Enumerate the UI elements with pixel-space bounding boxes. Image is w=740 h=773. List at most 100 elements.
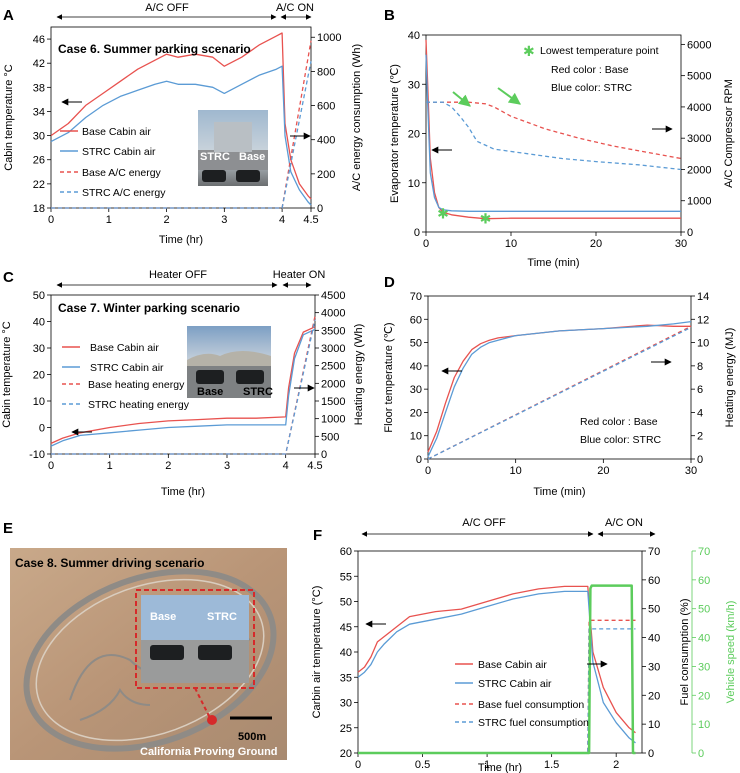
scale-bar-label: 500m	[238, 731, 266, 743]
series-line-strc-cabin-air	[357, 590, 636, 744]
y-tick-label: 22	[33, 179, 45, 191]
x-tick-label: 0	[355, 759, 361, 771]
y-tick-label: 40	[408, 30, 420, 42]
y2-tick-label: 0	[687, 227, 693, 239]
case-title-a: Case 6. Summer parking scenario	[58, 42, 251, 56]
y2-tick-label: 2	[697, 431, 703, 443]
legend-a: Base Cabin air STRC Cabin air Base A/C e…	[60, 126, 166, 199]
y2-tick-label: 1500	[321, 396, 345, 408]
panel-label-b: B	[384, 7, 395, 24]
y2-tick-label: 3500	[321, 325, 345, 337]
y-tick-label: 20	[408, 129, 420, 141]
series-line-strc-a-c-energy	[51, 61, 312, 209]
legend-strc-heating-energy: STRC heating energy	[88, 399, 190, 411]
y-tick-label: 50	[33, 290, 45, 302]
series-line-vehicle-speed	[358, 584, 636, 755]
y-tick-label: 70	[410, 291, 422, 303]
y2-tick-label: 70	[648, 546, 660, 558]
y2-tick-label: 3000	[687, 133, 711, 145]
x-tick-label: 1.5	[544, 759, 559, 771]
span-label-ac-on: A/C ON	[276, 2, 314, 14]
span-label-heater-off: Heater OFF	[149, 269, 207, 281]
y2-axis-title: Heating energy (MJ)	[724, 328, 736, 428]
series-line-base-compressor	[426, 101, 682, 160]
y2-tick-label: 0	[321, 449, 327, 461]
plot-frame-d	[427, 295, 692, 460]
y-axis-title: Cabin temperature °C	[3, 64, 15, 171]
y-tick-label: 50	[410, 338, 422, 350]
x-tick-label: 0	[48, 214, 54, 226]
star-legend-icon: ✱	[523, 43, 535, 59]
x-tick-label: 20	[597, 465, 609, 477]
series-line-strc-compressor	[426, 101, 682, 171]
span-annotations-a: A/C OFF A/C ON	[56, 2, 314, 20]
panel-label-c: C	[3, 269, 14, 286]
x-tick-label: 2	[163, 214, 169, 226]
y3-tick-label: 10	[698, 719, 710, 731]
span-label-ac-on-f: A/C ON	[605, 517, 643, 529]
y3-tick-label: 60	[698, 575, 710, 587]
x-tick-label: 2	[165, 460, 171, 472]
x-tick-label: 20	[590, 238, 602, 250]
y3-tick-label: 70	[698, 546, 710, 558]
x-tick-label: 0	[48, 460, 54, 472]
y-tick-label: 34	[33, 106, 45, 118]
series-line-strc-fuel-consumption	[358, 628, 636, 754]
series-line-base-cabin-air	[50, 32, 312, 200]
lowest-temp-star-marker: ✱	[437, 205, 449, 221]
legend-base-heating-energy: Base heating energy	[88, 379, 185, 391]
green-arrow-strc	[452, 91, 471, 107]
legend-strc-cabin-air: STRC Cabin air	[82, 146, 156, 158]
y-axis-title: Floor temperature (℃)	[383, 322, 395, 432]
y2-tick-label: 1000	[321, 414, 345, 426]
x-axis-title: Time (hr)	[159, 234, 203, 246]
panel-label-a: A	[3, 7, 14, 24]
y-tick-label: 40	[340, 647, 352, 659]
y-tick-label: 25	[340, 723, 352, 735]
y2-tick-label: 10	[648, 719, 660, 731]
panel-b: B 0 10 20 300102030400100020003000400050006…	[384, 7, 735, 269]
note-red-base-b: Red color : Base	[551, 64, 629, 76]
y2-tick-label: 40	[648, 633, 660, 645]
x-tick-label: 4	[279, 214, 285, 226]
y2-axis-title: A/C Compressor RPM	[723, 79, 735, 188]
y3-tick-label: 50	[698, 604, 710, 616]
case-title-c: Case 7. Winter parking scenario	[58, 301, 240, 315]
y-tick-label: 30	[33, 131, 45, 143]
y-tick-label: 50	[340, 597, 352, 609]
x-tick-label: 4.5	[303, 214, 318, 226]
y2-tick-label: 4	[697, 407, 703, 419]
y-tick-label: 26	[33, 155, 45, 167]
legend-strc-cabin-air-c: STRC Cabin air	[90, 362, 164, 374]
y2-axis-title: Heating energy (Wh)	[353, 324, 365, 426]
y-tick-label: 30	[33, 343, 45, 355]
y-tick-label: -10	[29, 449, 45, 461]
x-axis-title: Time (hr)	[161, 486, 205, 498]
plot-frame-c	[50, 294, 316, 455]
plot-area-a: 0 1 2 3 4 4.518222630343842460200400600800100…	[3, 26, 363, 246]
y-tick-label: 30	[410, 384, 422, 396]
location-label: California Proving Ground	[140, 746, 278, 758]
y2-tick-label: 10	[697, 338, 709, 350]
photo-label-strc-c: STRC	[243, 386, 273, 398]
photo-label-strc-e: STRC	[207, 611, 237, 623]
y2-tick-label: 30	[648, 661, 660, 673]
lowest-temp-star-marker: ✱	[480, 211, 492, 227]
x-tick-label: 2	[613, 759, 619, 771]
case-title-e: Case 8. Summer driving scenario	[15, 556, 204, 570]
y2-tick-label: 0	[697, 454, 703, 466]
y2-tick-label: 4000	[687, 102, 711, 114]
plot-area-c: 0 1 2 3 4 4.5-1001020304050050010001500200025…	[1, 290, 365, 498]
plot-area-b: 0 10 20 30010203040010002000300040005000600…	[389, 30, 735, 269]
y3-tick-label: 0	[698, 748, 704, 760]
legend-base-cabin-air-f: Base Cabin air	[478, 659, 547, 671]
note-blue-strc-d: Blue color: STRC	[580, 434, 662, 446]
y-tick-label: 20	[410, 407, 422, 419]
legend-base-fuel: Base fuel consumption	[478, 699, 584, 711]
series-line-base-a-c-energy	[51, 40, 312, 209]
y-tick-label: 42	[33, 58, 45, 70]
y-tick-label: 18	[33, 203, 45, 215]
y-tick-label: 60	[410, 314, 422, 326]
y2-tick-label: 3000	[321, 343, 345, 355]
y2-tick-label: 2500	[321, 361, 345, 373]
